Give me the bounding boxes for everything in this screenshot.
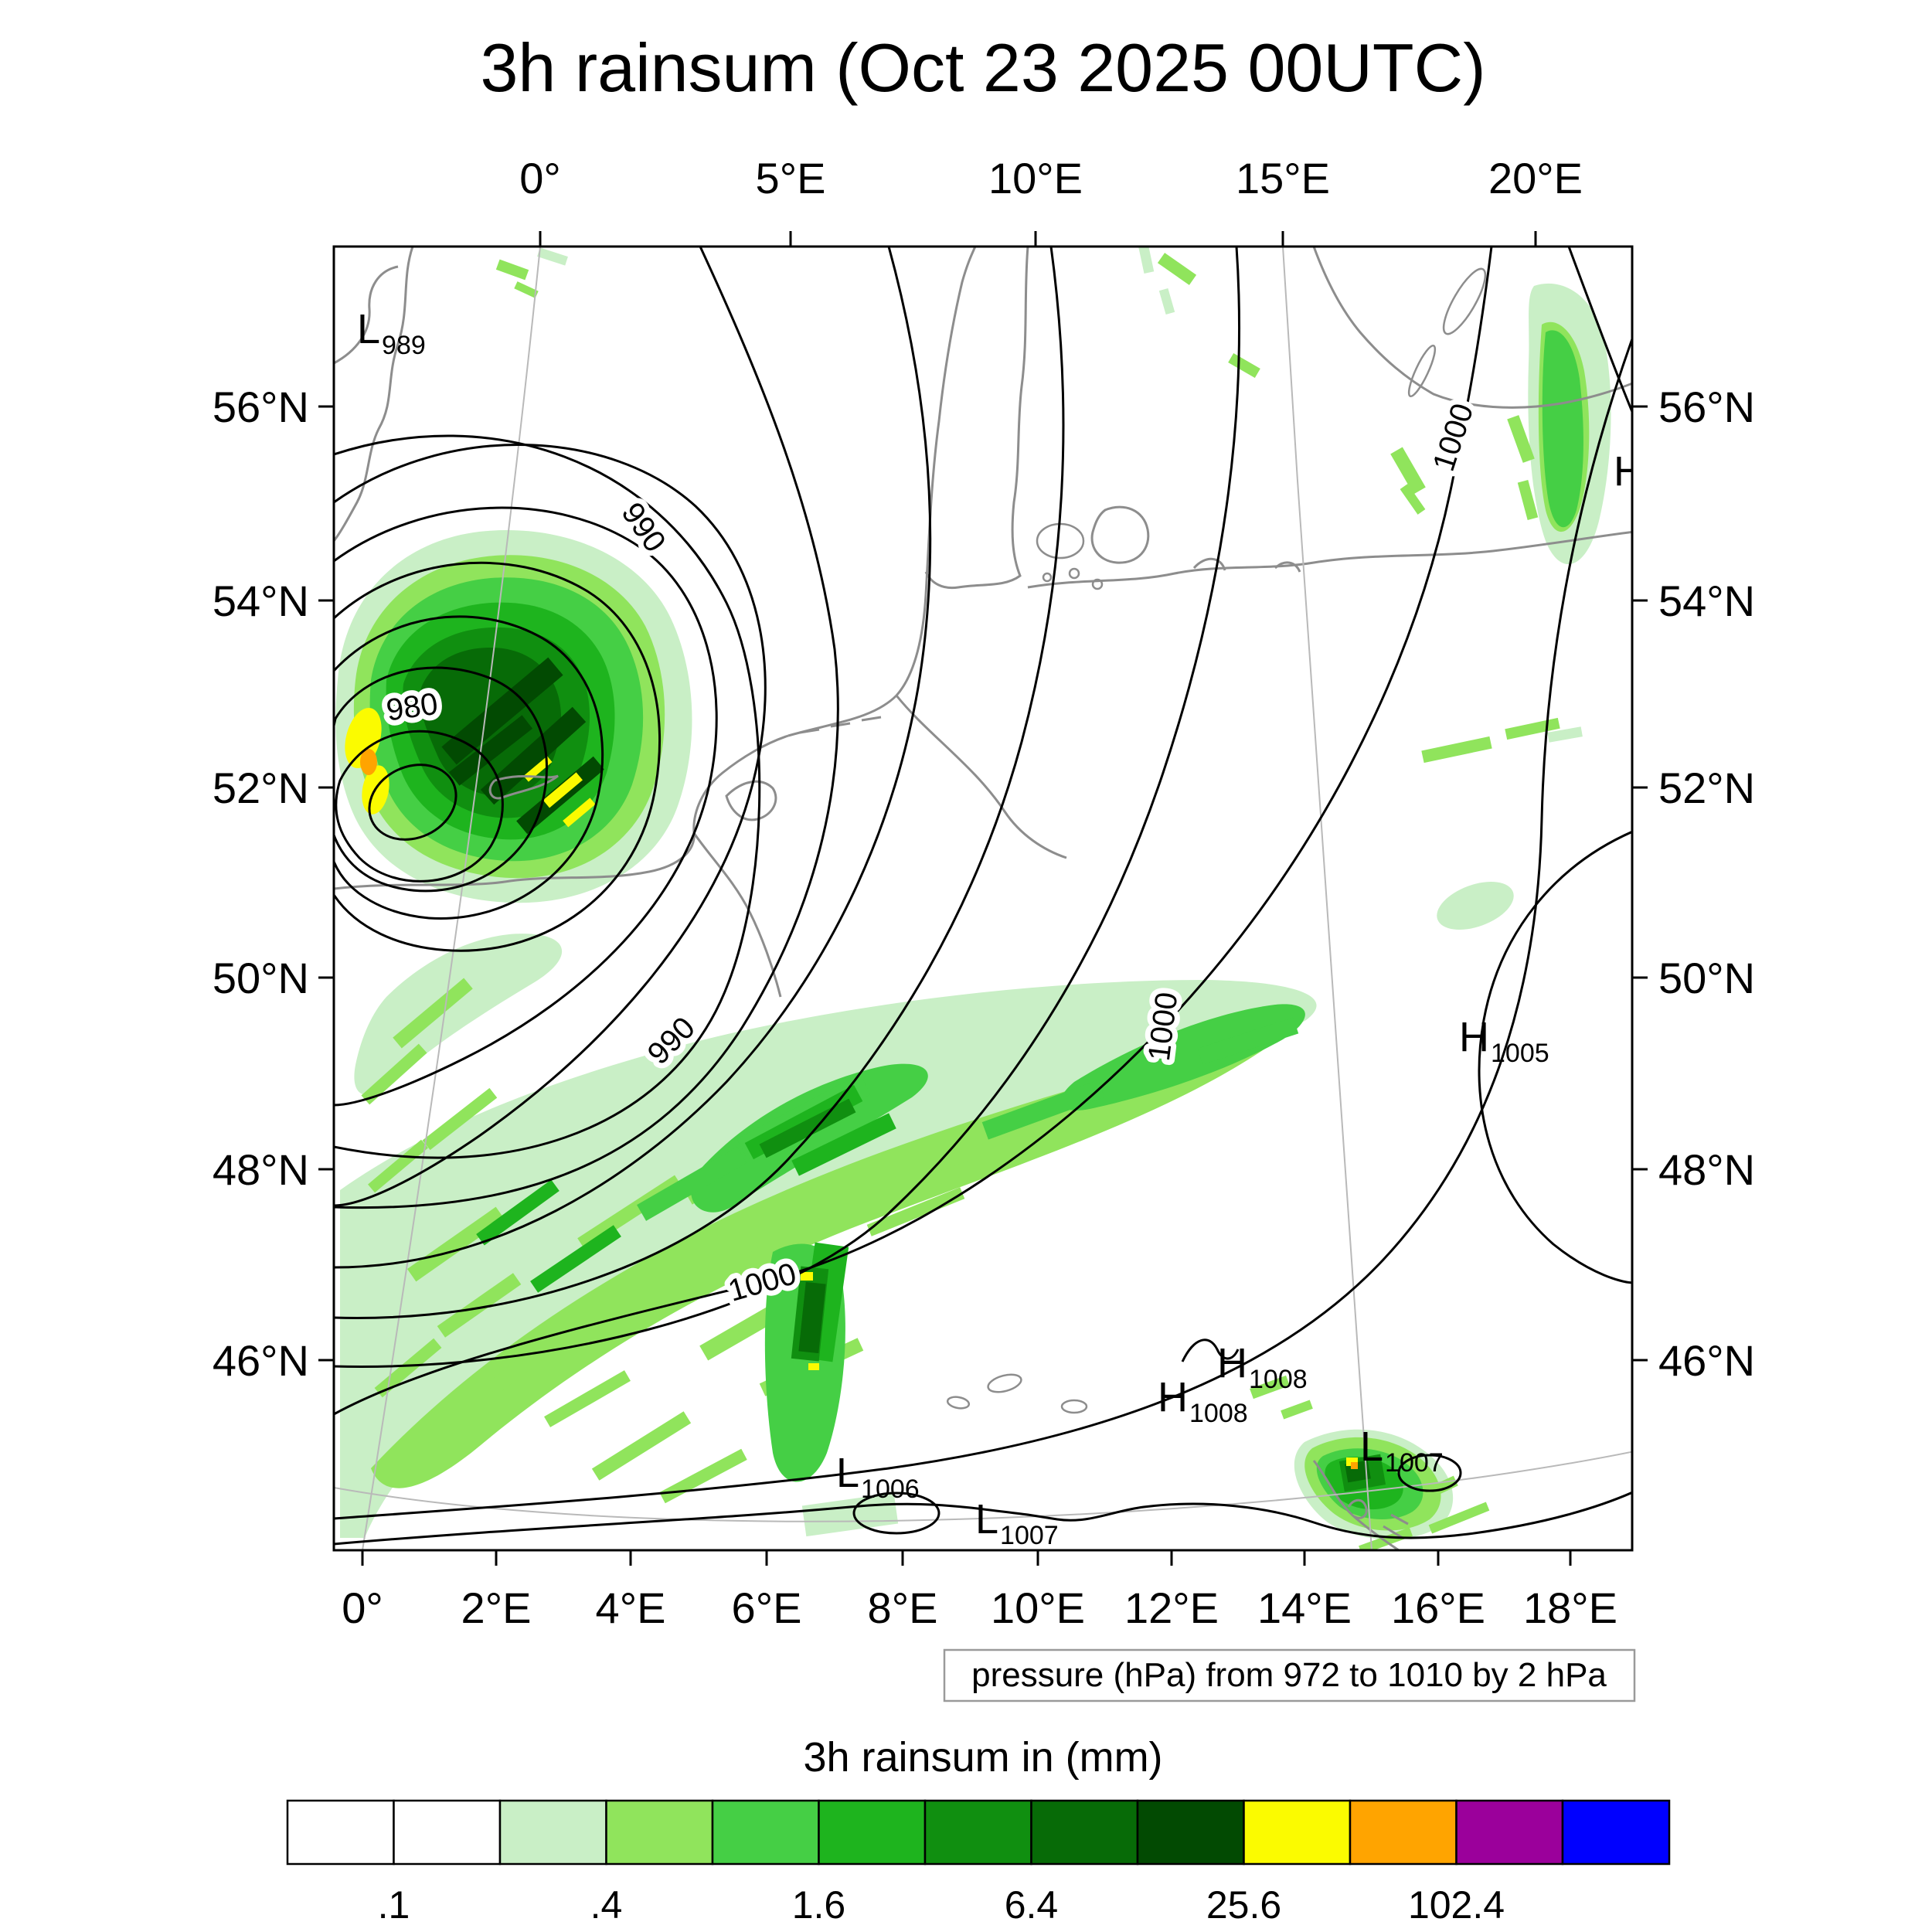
bottom-tick-label-0: 0° <box>342 1583 383 1632</box>
right-tick-label-0: 56°N <box>1658 383 1755 431</box>
isobar-contours <box>334 247 1632 1546</box>
pressure-center-H1008-b: H1008 <box>1158 1374 1248 1428</box>
bottom-tick-label-7: 14°E <box>1257 1583 1352 1632</box>
page-title: 3h rainsum (Oct 23 2025 00UTC) <box>480 29 1485 106</box>
colorbar-cell-3 <box>605 1799 714 1866</box>
top-tick-label-1: 5°E <box>756 154 826 202</box>
pressure-center-H1005: H1005 <box>1459 1014 1549 1068</box>
pressure-note-text: pressure (hPa) from 972 to 1010 by 2 hPa <box>971 1656 1607 1694</box>
right-axis-ticks <box>1632 405 1648 1362</box>
colorbar-cell-1 <box>393 1799 502 1866</box>
top-tick-label-4: 20°E <box>1488 154 1583 202</box>
colorbar-cell-12 <box>1561 1799 1671 1866</box>
isobar-label-990-upper: 990 <box>614 497 672 559</box>
colorbar-label-5: 102.4 <box>1408 1883 1505 1927</box>
left-tick-label-1: 54°N <box>213 577 309 625</box>
colorbar-cell-8 <box>1136 1799 1245 1866</box>
pressure-center-L1006: L1006 <box>836 1450 920 1504</box>
top-tick-label-0: 0° <box>519 154 561 202</box>
graticule-lines <box>334 247 1632 1550</box>
colorbar-label-4: 25.6 <box>1206 1883 1281 1927</box>
right-tick-label-2: 52°N <box>1658 764 1755 812</box>
pressure-center-L1007-a: L1007 <box>975 1496 1059 1550</box>
left-tick-label-3: 50°N <box>213 954 309 1002</box>
isobar-label-1000-top: 1000 <box>1427 400 1480 475</box>
pressure-center-L989: L989 <box>357 306 426 360</box>
pressure-center-L1007-b: L1007 <box>1360 1423 1444 1478</box>
right-tick-label-1: 54°N <box>1658 577 1755 625</box>
bottom-axis-ticks <box>361 1550 1572 1566</box>
bottom-tick-label-3: 6°E <box>732 1583 802 1632</box>
colorbar-cell-4 <box>711 1799 820 1866</box>
left-tick-label-2: 52°N <box>213 764 309 812</box>
coastlines <box>334 247 1632 1550</box>
colorbar-cell-9 <box>1243 1799 1352 1866</box>
right-tick-label-4: 48°N <box>1658 1145 1755 1194</box>
top-axis-ticks <box>539 231 1537 247</box>
map-canvas: 990 980 990 1000 1000 1000 L989 H1005 H1… <box>334 247 1644 1550</box>
colorbar-cell-2 <box>498 1799 607 1866</box>
bottom-tick-label-5: 10°E <box>991 1583 1085 1632</box>
colorbar-cell-7 <box>1030 1799 1139 1866</box>
pressure-note-box <box>943 1648 1636 1702</box>
colorbar-label-2: 1.6 <box>792 1883 846 1927</box>
pressure-center-H1008-a: H1008 <box>1217 1340 1308 1394</box>
colorbar-label-0: .1 <box>378 1883 410 1927</box>
map-frame <box>332 245 1634 1552</box>
left-axis-ticks <box>318 405 334 1362</box>
isobar-label-980: 980 <box>384 687 440 728</box>
right-tick-label-3: 50°N <box>1658 954 1755 1002</box>
colorbar-cell-0 <box>286 1799 395 1866</box>
bottom-tick-label-6: 12°E <box>1124 1583 1219 1632</box>
colorbar-cell-6 <box>923 1799 1032 1866</box>
rain-shading-orange <box>360 749 1358 1469</box>
colorbar-cell-11 <box>1455 1799 1564 1866</box>
left-tick-label-0: 56°N <box>213 383 309 431</box>
left-tick-label-4: 48°N <box>213 1145 309 1194</box>
colorbar-cell-5 <box>818 1799 927 1866</box>
bottom-tick-label-8: 16°E <box>1391 1583 1485 1632</box>
left-tick-label-5: 46°N <box>213 1336 309 1385</box>
top-tick-label-3: 15°E <box>1236 154 1330 202</box>
colorbar-label-3: 6.4 <box>1005 1883 1059 1927</box>
bottom-tick-label-1: 2°E <box>461 1583 532 1632</box>
colorbar <box>286 1799 1671 1866</box>
bottom-tick-label-4: 8°E <box>868 1583 938 1632</box>
bottom-tick-label-9: 18°E <box>1523 1583 1617 1632</box>
bottom-tick-label-2: 4°E <box>596 1583 666 1632</box>
pressure-center-H-clipped: H <box>1614 448 1644 495</box>
top-tick-label-2: 10°E <box>988 154 1083 202</box>
colorbar-label-1: .4 <box>590 1883 623 1927</box>
colorbar-title: 3h rainsum in (mm) <box>803 1734 1162 1781</box>
colorbar-cell-10 <box>1349 1799 1458 1866</box>
right-tick-label-5: 46°N <box>1658 1336 1755 1385</box>
